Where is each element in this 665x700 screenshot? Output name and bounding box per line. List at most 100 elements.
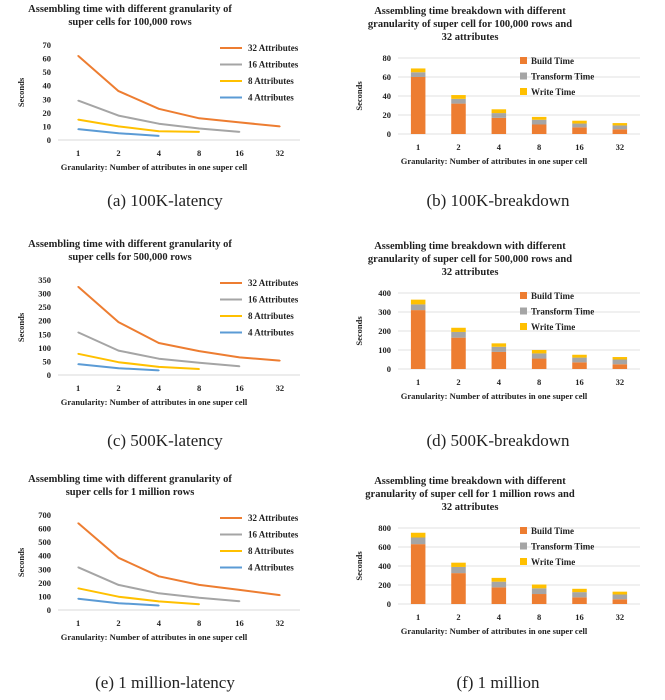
- legend-label: 4 Attributes: [248, 328, 294, 338]
- y-tick-label: 600: [378, 542, 391, 552]
- data-point: [158, 366, 160, 368]
- data-point: [158, 592, 160, 595]
- chart-title-line: 32 attributes: [442, 32, 499, 43]
- bar-segment-transform-time: [491, 346, 507, 352]
- data-point: [77, 353, 79, 355]
- data-point: [117, 595, 120, 598]
- y-tick-label: 0: [47, 605, 51, 615]
- bar-segment-transform-time: [410, 304, 426, 311]
- bar-segment-build-time: [491, 351, 507, 369]
- data-point: [238, 600, 241, 602]
- series-line-8-attributes: [77, 587, 200, 606]
- bar-segment-transform-time: [451, 331, 466, 338]
- data-point: [117, 349, 120, 352]
- legend-swatch: [520, 57, 527, 64]
- x-tick-label: 32: [276, 383, 285, 393]
- bar-segment-build-time: [451, 103, 466, 134]
- x-axis-label: Granularity: Number of attributes in one…: [401, 391, 588, 401]
- chart-title-line: Assembling time breakdown with different: [374, 6, 566, 17]
- bar-segment-write-time: [531, 350, 547, 354]
- bar-segment-write-time: [451, 327, 466, 332]
- legend-swatch: [520, 292, 527, 299]
- y-tick-label: 200: [38, 578, 51, 588]
- y-tick-label: 30: [43, 94, 52, 104]
- bar-segment-write-time: [491, 109, 507, 114]
- y-tick-label: 700: [38, 510, 51, 520]
- x-tick-label: 4: [497, 612, 502, 622]
- chart-panel-500k-latency: Assembling time with different granulari…: [0, 235, 320, 430]
- chart-title-line: Assembling time with different granulari…: [28, 474, 232, 485]
- y-axis-label: Seconds: [16, 312, 26, 342]
- caption-f: (f) 1 million: [456, 673, 540, 692]
- data-point: [238, 365, 241, 368]
- x-tick-label: 2: [456, 612, 460, 622]
- bar-segment-transform-time: [572, 592, 587, 598]
- x-tick-label: 8: [537, 142, 541, 152]
- bar-segment-write-time: [410, 532, 426, 538]
- bar-segment-transform-time: [531, 119, 547, 125]
- legend-label: Write Time: [531, 87, 575, 97]
- x-tick-label: 1: [416, 377, 420, 387]
- x-axis-label: Granularity: Number of attributes in one…: [61, 397, 248, 407]
- chart-title-line: 32 attributes: [442, 267, 499, 278]
- chart-svg-1: Assembling time breakdown with different…: [354, 6, 640, 166]
- x-tick-label: 32: [276, 148, 285, 158]
- bar-segment-write-time: [410, 299, 426, 305]
- x-tick-label: 16: [575, 142, 584, 152]
- y-tick-label: 600: [38, 524, 51, 534]
- y-tick-label: 100: [38, 343, 51, 353]
- data-point: [77, 128, 79, 130]
- caption-b: (b) 100K-breakdown: [426, 191, 570, 210]
- bar-segment-transform-time: [612, 359, 628, 365]
- bar-segment-write-time: [572, 354, 587, 358]
- x-tick-label: 1: [416, 142, 420, 152]
- x-tick-label: 4: [497, 377, 502, 387]
- bar-segment-build-time: [451, 337, 466, 369]
- chart-title-line: super cells for 1 million rows: [66, 487, 195, 498]
- data-point: [117, 125, 120, 128]
- chart-title-line: Assembling time breakdown with different: [374, 241, 566, 252]
- bar-segment-write-time: [451, 562, 466, 567]
- chart-panel-1m-latency: Assembling time with different granulari…: [0, 470, 320, 665]
- data-point: [117, 114, 120, 117]
- bar-segment-transform-time: [612, 125, 628, 130]
- chart-svg-3: Assembling time breakdown with different…: [354, 241, 640, 401]
- series-line-16-attributes: [77, 566, 240, 603]
- data-point: [117, 90, 120, 92]
- x-tick-label: 1: [76, 148, 80, 158]
- bar-segment-build-time: [531, 358, 547, 369]
- x-tick-label: 4: [157, 148, 162, 158]
- y-tick-label: 40: [383, 91, 392, 101]
- chart-title-line: Assembling time with different granulari…: [28, 4, 232, 15]
- y-tick-label: 70: [43, 40, 52, 50]
- x-tick-label: 2: [116, 148, 120, 158]
- y-tick-label: 200: [378, 326, 391, 336]
- series-line-16-attributes: [77, 331, 240, 368]
- data-point: [117, 602, 120, 605]
- x-tick-label: 32: [276, 618, 285, 628]
- legend-label: 16 Attributes: [248, 295, 299, 305]
- x-tick-label: 8: [537, 377, 541, 387]
- legend-label: Build Time: [531, 526, 574, 536]
- y-tick-label: 50: [43, 356, 52, 366]
- legend-swatch: [520, 72, 527, 80]
- legend-label: 32 Attributes: [248, 278, 299, 288]
- chart-title-line: granularity of super cell for 1 million …: [365, 489, 575, 500]
- y-tick-label: 60: [43, 54, 52, 64]
- y-axis-label: Seconds: [354, 316, 364, 346]
- x-tick-label: 2: [116, 618, 120, 628]
- y-tick-label: 0: [47, 370, 51, 380]
- y-tick-label: 40: [43, 81, 52, 91]
- data-point: [238, 589, 241, 591]
- chart-svg-0: Assembling time with different granulari…: [16, 4, 300, 172]
- x-tick-label: 8: [197, 383, 201, 393]
- y-tick-label: 20: [383, 110, 392, 120]
- y-tick-label: 400: [38, 551, 51, 561]
- data-point: [198, 368, 200, 370]
- y-tick-label: 400: [378, 288, 391, 298]
- y-tick-label: 200: [378, 580, 391, 590]
- bar-segment-build-time: [531, 594, 547, 604]
- data-point: [158, 357, 160, 360]
- x-tick-label: 8: [537, 612, 541, 622]
- bar-segment-write-time: [531, 116, 547, 120]
